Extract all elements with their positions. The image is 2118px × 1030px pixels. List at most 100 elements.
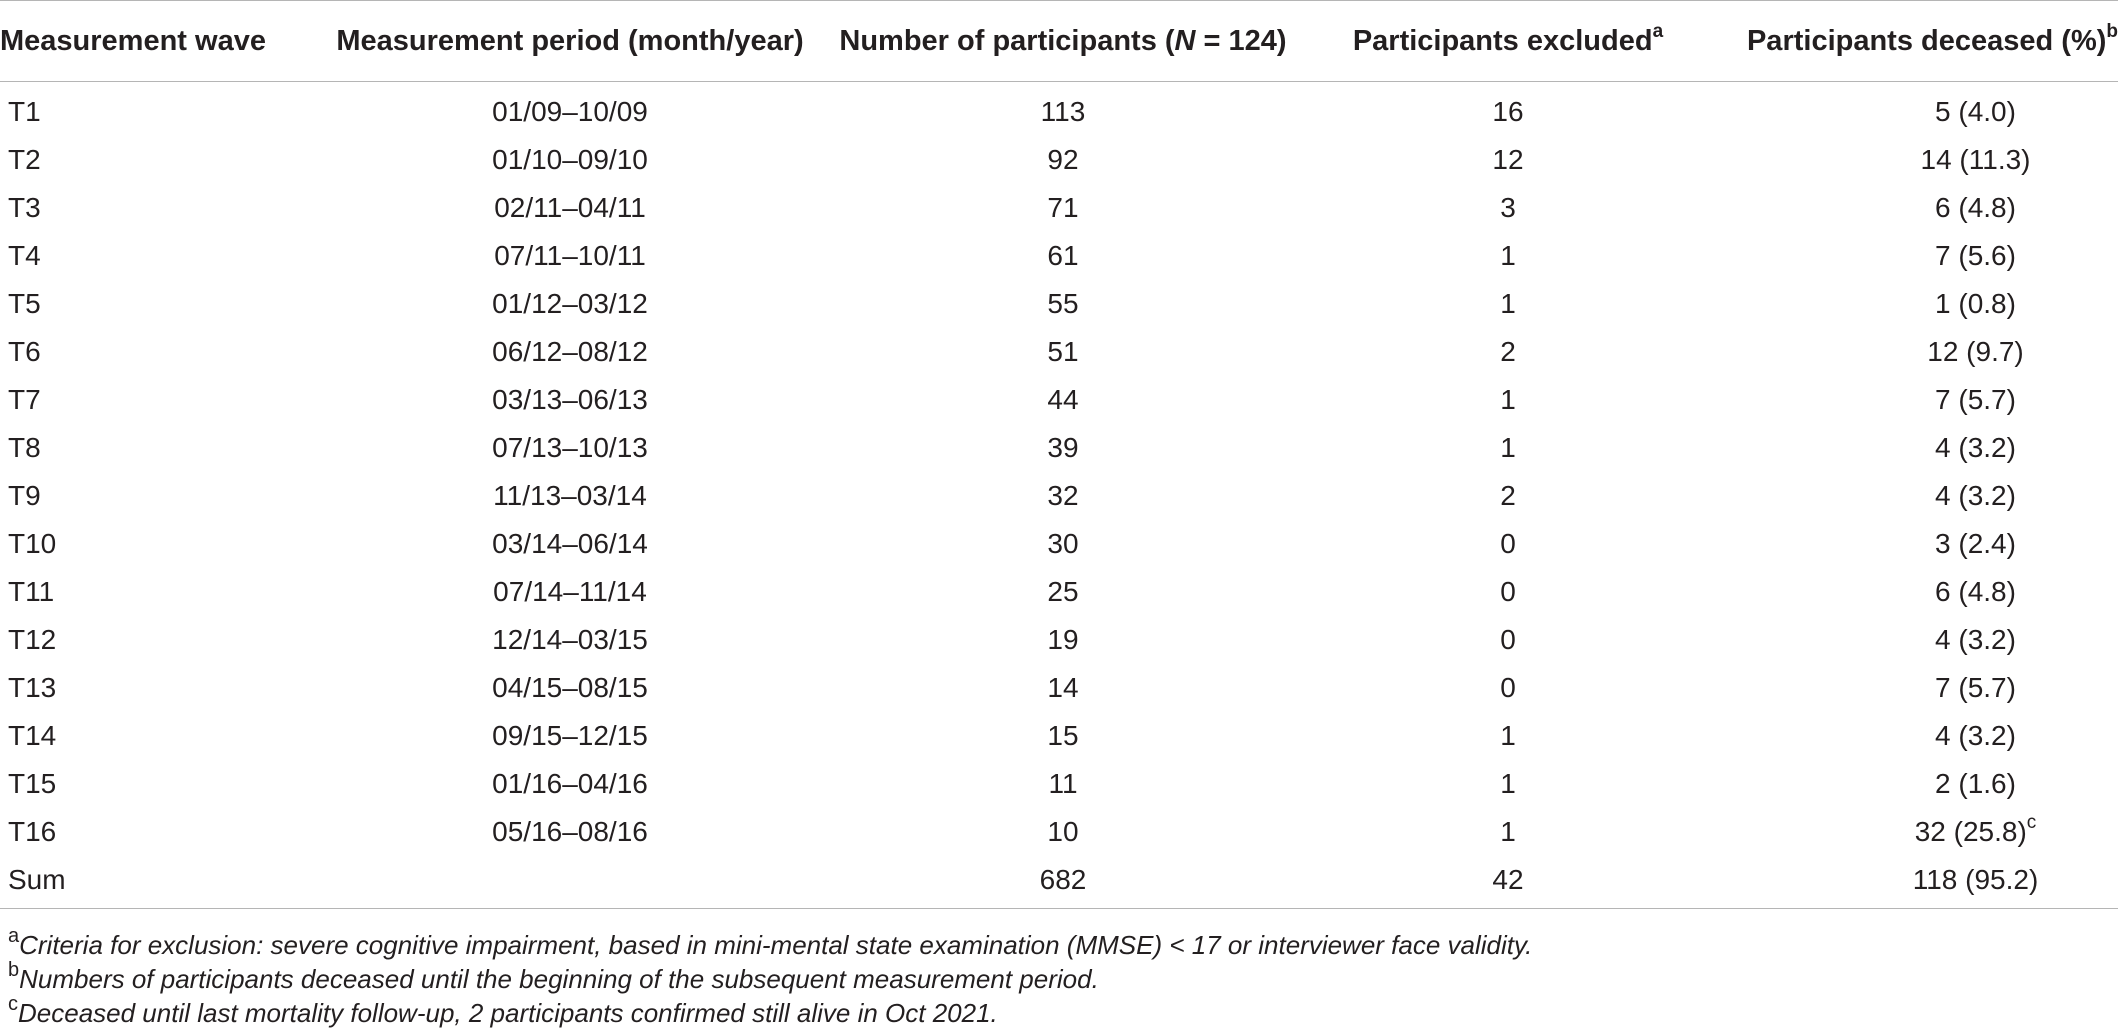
cell-measurement-wave: T2 <box>0 136 322 184</box>
cell-participants-excluded-value: 16 <box>1492 96 1524 127</box>
cell-measurement-period: 02/11–04/11 <box>322 184 818 232</box>
header-measurement-period: Measurement period (month/year) <box>322 0 818 82</box>
cell-number-of-participants-value: 71 <box>1047 192 1079 223</box>
header-deceased-label: Participants deceased (%) <box>1746 24 2107 57</box>
cell-participants-excluded: 0 <box>1308 568 1708 616</box>
cell-measurement-wave-value: T16 <box>8 816 57 847</box>
cell-number-of-participants: 15 <box>818 712 1308 760</box>
cell-measurement-wave-value: T6 <box>8 336 41 367</box>
header-participants-deceased: Participants deceased (%)b <box>1708 0 2118 82</box>
cell-participants-deceased: 32 (25.8)c <box>1708 808 2118 856</box>
cell-number-of-participants-value: 55 <box>1047 288 1079 319</box>
cell-participants-excluded: 1 <box>1308 424 1708 472</box>
cell-number-of-participants: 44 <box>818 376 1308 424</box>
cell-participants-excluded-value: 0 <box>1500 624 1516 655</box>
cell-number-of-participants-value: 11 <box>1048 768 1078 799</box>
cell-participants-deceased-value: 12 (9.7) <box>1927 336 2024 367</box>
cell-measurement-wave: T6 <box>0 328 322 376</box>
cell-participants-deceased-value: 4 (3.2) <box>1935 720 2016 751</box>
cell-participants-deceased-value: 7 (5.7) <box>1935 384 2016 415</box>
header-participants-suffix: = 124) <box>1195 24 1287 57</box>
cell-participants-deceased: 1 (0.8) <box>1708 280 2118 328</box>
cell-participants-deceased: 7 (5.6) <box>1708 232 2118 280</box>
cell-participants-excluded: 1 <box>1308 808 1708 856</box>
cell-number-of-participants-value: 51 <box>1047 336 1079 367</box>
cell-number-of-participants-value: 19 <box>1047 624 1079 655</box>
cell-participants-deceased-value: 4 (3.2) <box>1935 480 2016 511</box>
cell-measurement-period-value: 06/12–08/12 <box>492 336 648 367</box>
cell-number-of-participants-value: 113 <box>1040 96 1086 127</box>
cell-measurement-period: 07/13–10/13 <box>322 424 818 472</box>
footnote-a: aCriteria for exclusion: severe cognitiv… <box>8 926 2108 962</box>
cell-participants-deceased: 4 (3.2) <box>1708 712 2118 760</box>
cell-participants-deceased-value: 1 (0.8) <box>1935 288 2016 319</box>
table-row: T6 06/12–08/12 51 2 12 (9.7) <box>0 328 2118 376</box>
cell-number-of-participants: 19 <box>818 616 1308 664</box>
cell-measurement-period-value: 07/13–10/13 <box>492 432 648 463</box>
cell-participants-deceased-value: 6 (4.8) <box>1935 192 2016 223</box>
footnote-text: Numbers of participants deceased until t… <box>19 964 1099 994</box>
header-wave-label: Measurement wave <box>0 24 266 57</box>
cell-participants-deceased: 7 (5.7) <box>1708 664 2118 712</box>
cell-measurement-wave: T1 <box>0 82 322 137</box>
cell-number-of-participants-value: 44 <box>1047 384 1079 415</box>
table-row: T16 05/16–08/16 10 1 32 (25.8)c <box>0 808 2118 856</box>
cell-participants-deceased-value: 4 (3.2) <box>1935 432 2016 463</box>
cell-number-of-participants: 92 <box>818 136 1308 184</box>
cell-measurement-period: 05/16–08/16 <box>322 808 818 856</box>
cell-participants-excluded: 3 <box>1308 184 1708 232</box>
cell-participants-deceased: 12 (9.7) <box>1708 328 2118 376</box>
cell-participants-excluded: 0 <box>1308 616 1708 664</box>
cell-number-of-participants-value: 15 <box>1047 720 1079 751</box>
table-row: T13 04/15–08/15 14 0 7 (5.7) <box>0 664 2118 712</box>
cell-participants-deceased: 14 (11.3) <box>1708 136 2118 184</box>
cell-participants-excluded-value: 0 <box>1500 672 1516 703</box>
cell-participants-deceased: 6 (4.8) <box>1708 568 2118 616</box>
cell-measurement-wave: T10 <box>0 520 322 568</box>
cell-measurement-wave: T13 <box>0 664 322 712</box>
cell-measurement-wave-value: T12 <box>8 624 57 655</box>
cell-participants-deceased-value: 5 (4.0) <box>1935 96 2016 127</box>
footnote-marker: c <box>8 993 18 1015</box>
cell-measurement-wave: T11 <box>0 568 322 616</box>
cell-measurement-wave-value: T8 <box>8 432 41 463</box>
table-row: T10 03/14–06/14 30 0 3 (2.4) <box>0 520 2118 568</box>
cell-participants-excluded: 1 <box>1308 232 1708 280</box>
cell-participants-excluded: 1 <box>1308 760 1708 808</box>
cell-participants-deceased-value: 7 (5.6) <box>1935 240 2016 271</box>
cell-number-of-participants-value: 32 <box>1047 480 1079 511</box>
cell-participants-deceased: 3 (2.4) <box>1708 520 2118 568</box>
table-row: T7 03/13–06/13 44 1 7 (5.7) <box>0 376 2118 424</box>
cell-participants-excluded: 1 <box>1308 712 1708 760</box>
header-excluded-footnote-marker: a <box>1652 20 1664 42</box>
table-footnotes: aCriteria for exclusion: severe cognitiv… <box>8 926 2108 1030</box>
cell-participants-excluded-value: 2 <box>1500 336 1516 367</box>
cell-measurement-period-value: 07/11–10/11 <box>494 240 646 271</box>
cell-measurement-period-value: 12/14–03/15 <box>492 624 648 655</box>
cell-number-of-participants: 25 <box>818 568 1308 616</box>
table-row: T11 07/14–11/14 25 0 6 (4.8) <box>0 568 2118 616</box>
cell-participants-excluded: 2 <box>1308 472 1708 520</box>
table-row: T1 01/09–10/09 113 16 5 (4.0) <box>0 82 2118 137</box>
cell-number-of-participants-value: 39 <box>1047 432 1079 463</box>
table-row: T8 07/13–10/13 39 1 4 (3.2) <box>0 424 2118 472</box>
cell-measurement-period-value: 11/13–03/14 <box>493 480 647 511</box>
cell-number-of-participants: 61 <box>818 232 1308 280</box>
header-measurement-wave: Measurement wave <box>0 0 322 82</box>
cell-participants-excluded: 1 <box>1308 280 1708 328</box>
cell-measurement-period: 07/14–11/14 <box>322 568 818 616</box>
cell-number-of-participants-value: 14 <box>1047 672 1079 703</box>
cell-participants-deceased: 4 (3.2) <box>1708 616 2118 664</box>
cell-measurement-period-value: 07/14–11/14 <box>493 576 647 607</box>
cell-measurement-wave-value: T4 <box>8 240 41 271</box>
cell-number-of-participants: 32 <box>818 472 1308 520</box>
cell-measurement-period: 01/10–09/10 <box>322 136 818 184</box>
table-row: T2 01/10–09/10 92 12 14 (11.3) <box>0 136 2118 184</box>
cell-number-of-participants-value: 92 <box>1047 144 1079 175</box>
cell-participants-excluded-value: 1 <box>1500 816 1516 847</box>
cell-number-of-participants: 113 <box>818 82 1308 137</box>
table-row: T12 12/14–03/15 19 0 4 (3.2) <box>0 616 2118 664</box>
participants-table: Measurement wave Measurement period (mon… <box>0 0 2118 909</box>
cell-measurement-period-value: 01/16–04/16 <box>492 768 648 799</box>
cell-measurement-period: 09/15–12/15 <box>322 712 818 760</box>
